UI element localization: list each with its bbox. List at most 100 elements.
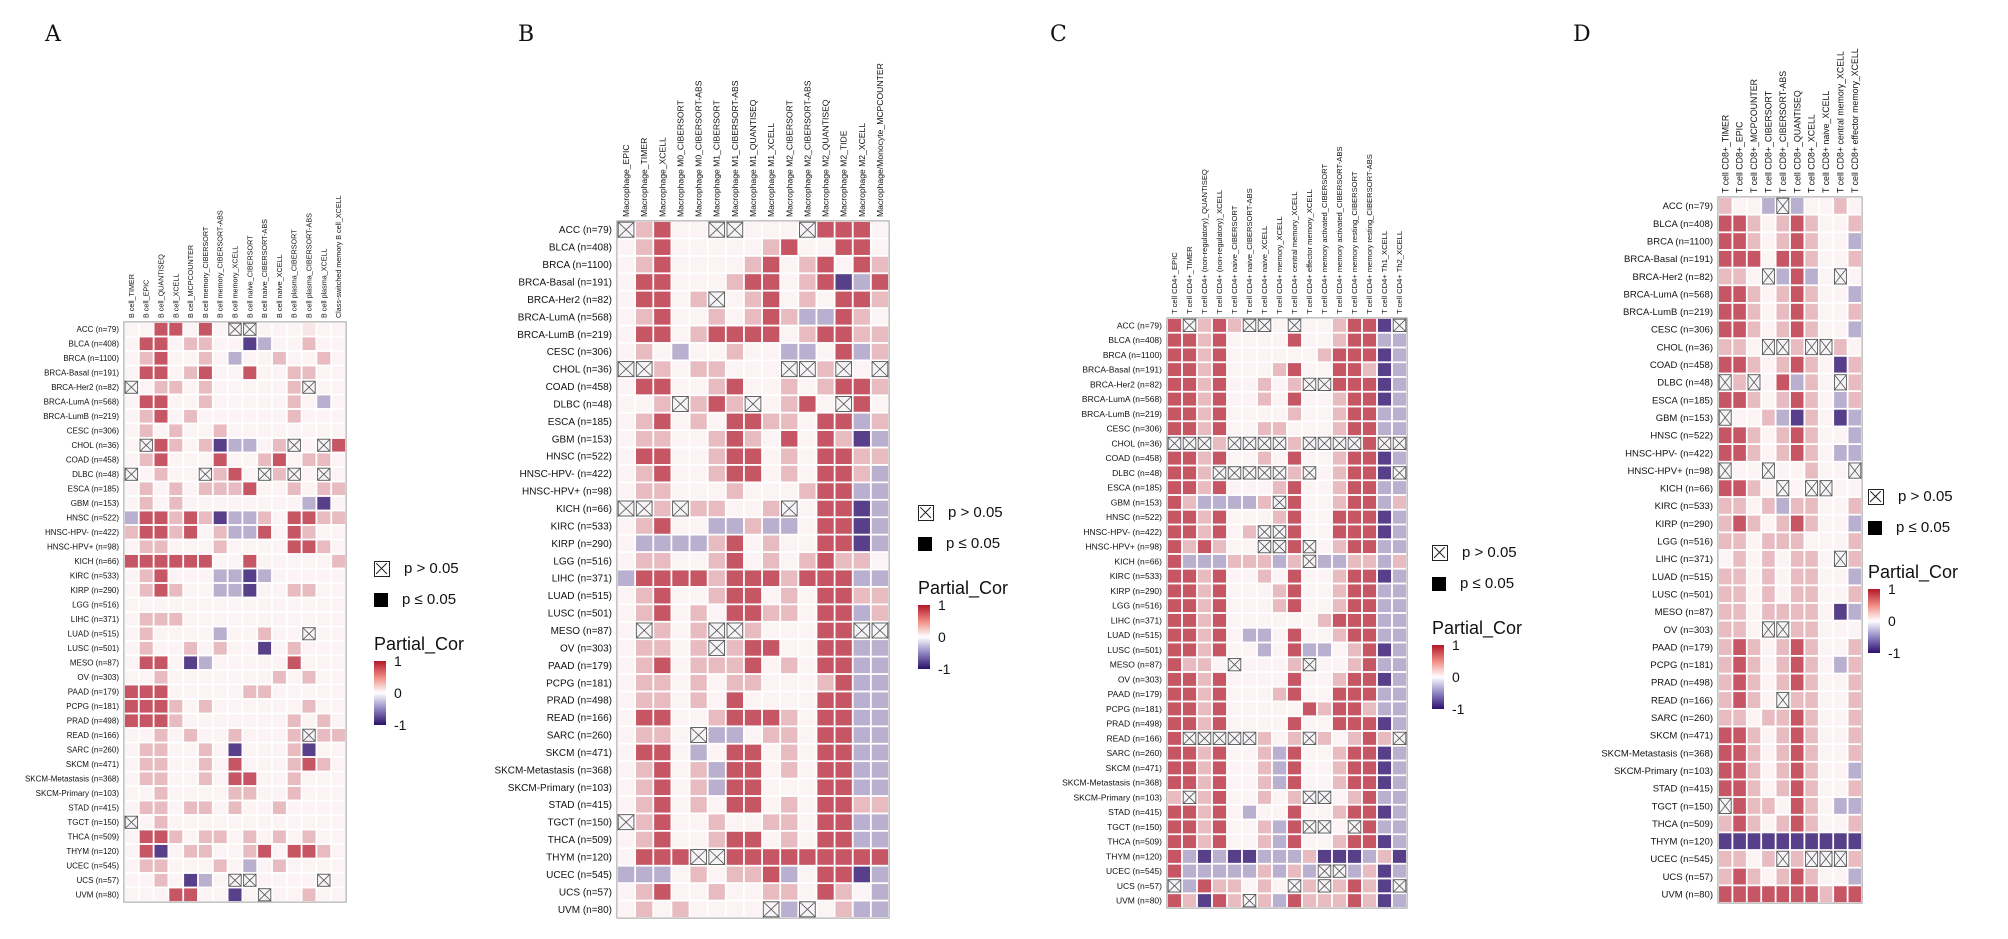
- heatmap-cell: [726, 813, 744, 831]
- heatmap-cell: [689, 569, 708, 587]
- heatmap-cell: [1819, 744, 1833, 762]
- heatmap-cell: [762, 343, 780, 361]
- heatmap-cell: [653, 447, 672, 465]
- heatmap-cell: [1847, 497, 1862, 515]
- heatmap-cell: [1212, 878, 1227, 893]
- heatmap-cell: [653, 360, 672, 378]
- heatmap-cell: [834, 447, 853, 465]
- heatmap-cell: [257, 510, 272, 525]
- heatmap-cell: [1212, 746, 1227, 761]
- heatmap-cell: [1347, 790, 1362, 805]
- heatmap-cell: [213, 771, 228, 786]
- heatmap-cell: [1747, 532, 1761, 550]
- row-label: CESC (n=306): [67, 427, 120, 436]
- heatmap-cell: [1347, 716, 1362, 731]
- heatmap-cell: [834, 674, 853, 692]
- heatmap-cell: [1761, 691, 1776, 709]
- heatmap-cell: [124, 481, 139, 496]
- heatmap-cell: [671, 883, 690, 901]
- heatmap-cell: [124, 684, 139, 699]
- heatmap-cell: [617, 447, 635, 465]
- heatmap-cell: [762, 796, 780, 814]
- heatmap-cell-ns: [1761, 462, 1775, 479]
- heatmap-cell: [198, 757, 213, 772]
- heatmap-cell: [1718, 815, 1733, 833]
- heatmap-cell-ns: [317, 438, 331, 452]
- row-label: BRCA-LumB (n=219): [1623, 307, 1713, 318]
- row-label: BRCA-Her2 (n=82): [51, 383, 119, 392]
- heatmap-cell: [1302, 805, 1317, 820]
- heatmap-cell: [635, 831, 653, 848]
- heatmap-cell: [1182, 554, 1197, 569]
- row-label: UCS (n=57): [77, 876, 120, 885]
- row-label: READ (n=166): [1106, 733, 1162, 743]
- heatmap-cell: [689, 412, 708, 430]
- heatmap-cell: [1833, 426, 1848, 444]
- row-label: ACC (n=79): [1663, 201, 1713, 212]
- heatmap-cell: [168, 322, 183, 337]
- row-label: READ (n=166): [67, 731, 120, 740]
- colorbar-tick-mid: 0: [394, 685, 402, 701]
- heatmap-cell: [1392, 377, 1407, 392]
- heatmap-cell: [853, 465, 871, 483]
- heatmap-cell: [1761, 444, 1776, 462]
- heatmap-cell: [834, 465, 853, 483]
- heatmap-cell: [242, 641, 257, 656]
- heatmap-cell: [617, 691, 635, 709]
- heatmap-cell: [153, 786, 169, 801]
- heatmap-cell: [689, 343, 708, 361]
- heatmap-cell: [227, 699, 243, 714]
- colorbar-tick-mid: 0: [938, 629, 946, 645]
- heatmap-cell: [301, 742, 317, 757]
- heatmap-cell: [1332, 524, 1347, 539]
- heatmap-cell: [1790, 779, 1805, 797]
- heatmap-cell: [1272, 775, 1287, 790]
- heatmap-cell: [1833, 726, 1848, 744]
- heatmap-cell: [198, 380, 213, 395]
- heatmap-cell: [1847, 532, 1862, 550]
- heatmap-cell: [242, 713, 257, 728]
- heatmap-cell: [1819, 638, 1833, 656]
- heatmap-cell: [816, 256, 835, 273]
- heatmap-cell: [198, 873, 213, 888]
- heatmap-cell: [1775, 250, 1790, 268]
- heatmap-cell: [242, 467, 257, 482]
- heatmap-cell: [124, 496, 139, 511]
- heatmap-cell: [1819, 762, 1833, 780]
- heatmap-cell: [780, 656, 799, 674]
- heatmap-cell-ns: [1182, 790, 1197, 805]
- heatmap-cell: [780, 273, 799, 291]
- heatmap-cell: [1287, 362, 1302, 377]
- row-label: SKCM-Metastasis (n=368): [494, 765, 612, 776]
- heatmap-cell: [780, 325, 799, 343]
- heatmap-cell: [1790, 638, 1805, 656]
- heatmap-cell-ns: [1761, 338, 1775, 356]
- heatmap-cell: [1819, 603, 1833, 621]
- heatmap-cell: [301, 873, 317, 888]
- heatmap-cell: [1847, 373, 1862, 391]
- heatmap-cell: [272, 887, 287, 902]
- heatmap-cell: [1790, 620, 1805, 638]
- heatmap-cell: [780, 221, 799, 239]
- heatmap-cell: [1272, 569, 1287, 584]
- heatmap-cell: [853, 395, 871, 413]
- heatmap-cell: [617, 848, 635, 866]
- heatmap-cell: [689, 290, 708, 308]
- heatmap-cell: [1287, 392, 1302, 407]
- heatmap-cell: [301, 713, 317, 728]
- heatmap-cell: [139, 554, 154, 569]
- heatmap-cell: [198, 815, 213, 830]
- heatmap-cell: [1167, 613, 1182, 628]
- heatmap-cell: [1212, 760, 1227, 775]
- heatmap-cell: [316, 409, 331, 424]
- heatmap-cell: [1761, 373, 1776, 391]
- heatmap-cell: [168, 829, 183, 844]
- heatmap-cell: [1317, 347, 1332, 362]
- row-label: LUAD (n=515): [1107, 630, 1162, 640]
- heatmap-cell: [853, 412, 871, 430]
- row-label: STAD (n=415): [549, 800, 612, 811]
- heatmap-cell: [198, 597, 213, 612]
- heatmap-cell-ns: [799, 361, 816, 378]
- heatmap-cell: [213, 844, 228, 859]
- row-label: ESCA (n=185): [1652, 395, 1713, 406]
